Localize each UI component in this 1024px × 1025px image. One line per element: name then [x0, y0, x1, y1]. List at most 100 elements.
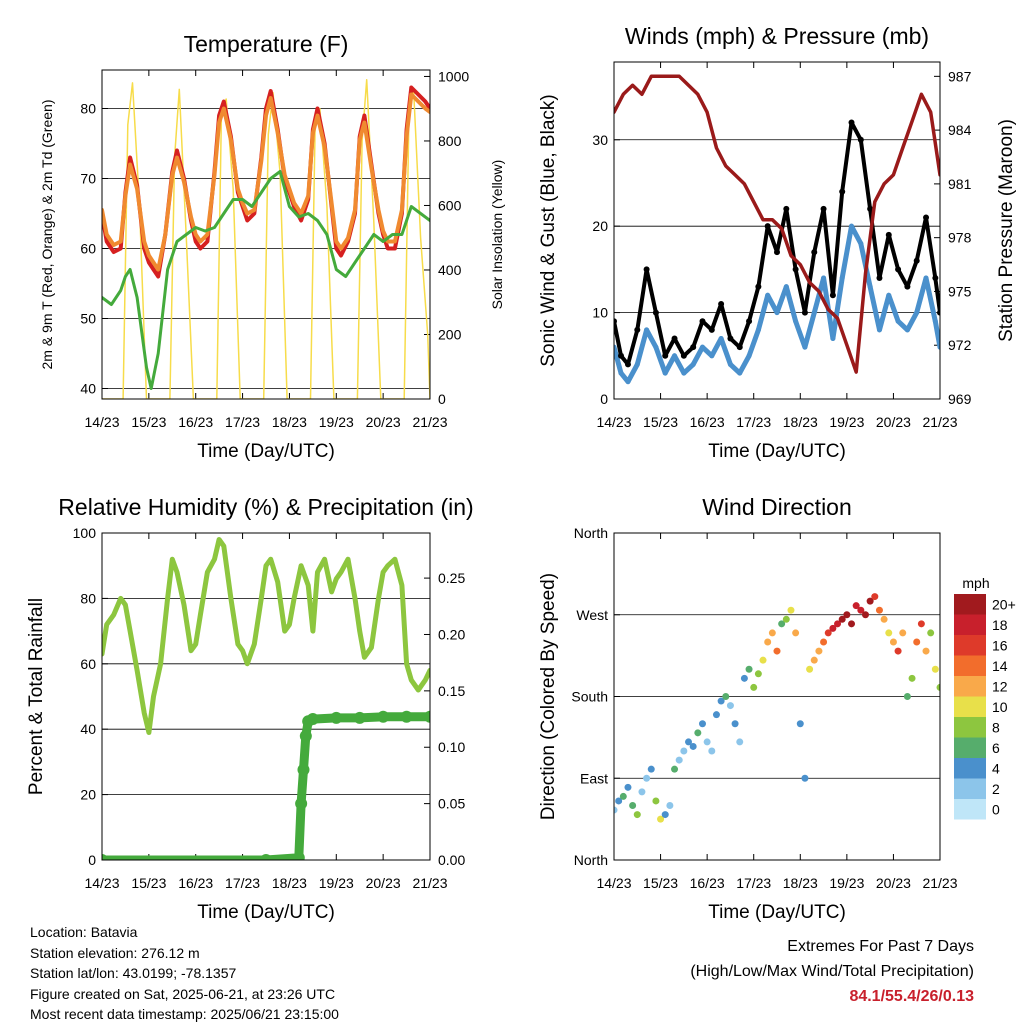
colorbar-swatch	[954, 676, 986, 697]
extremes-values: 84.1/55.4/26/0.13	[849, 988, 974, 1005]
x-tick-label: 19/23	[319, 875, 354, 891]
data-point	[666, 802, 674, 809]
y-tick-label: 20	[592, 218, 608, 234]
y-tick-label: 40	[80, 381, 96, 397]
x-tick-label: 16/23	[690, 875, 725, 891]
data-point	[681, 370, 687, 376]
x-tick-label: 17/23	[736, 414, 771, 430]
y-tick-label: North	[574, 852, 608, 868]
x-tick-label: 19/23	[829, 414, 864, 430]
data-point	[782, 615, 790, 623]
y-tick-label-right: 0.00	[438, 852, 465, 868]
y-tick-label-right: 0.10	[438, 739, 465, 755]
data-point	[829, 292, 836, 299]
y-tick-label: South	[571, 689, 608, 705]
x-axis-label: Time (Day/UTC)	[708, 441, 846, 462]
data-point	[694, 729, 702, 737]
y-tick-label: 20	[80, 787, 96, 803]
x-tick-label: 15/23	[131, 414, 166, 430]
data-point	[894, 647, 902, 655]
data-point	[671, 765, 679, 773]
y-tick-label: 100	[73, 525, 97, 541]
y-tick-label-right: 987	[948, 68, 972, 84]
chart-panel-1: Temperature (F) Time (Day/UTC) 2m & 9m T (…	[39, 31, 505, 462]
data-point	[904, 327, 910, 333]
x-tick-label: 19/23	[319, 414, 354, 430]
x-tick-label: 16/23	[690, 414, 725, 430]
data-point	[330, 711, 343, 724]
y-tick-label-right: 0.20	[438, 626, 465, 642]
extremes-box: Extremes For Past 7 Days (High/Low/Max W…	[690, 934, 974, 1009]
colorbar-label: 10	[992, 699, 1008, 715]
data-point	[614, 344, 617, 350]
chart-panel-4: Wind Direction Time (Day/UTC) Direction (C…	[538, 494, 1016, 923]
x-tick-label: 14/23	[596, 875, 631, 891]
y-axis-label: Percent & Total Rainfall	[26, 598, 47, 795]
x-tick-label: 15/23	[643, 875, 678, 891]
plot-frame	[101, 532, 431, 861]
data-point	[662, 370, 668, 376]
colorbar-swatch	[954, 635, 986, 656]
data-point	[861, 611, 869, 619]
data-point	[614, 806, 618, 814]
chart-panel-3: Relative Humidity (%) & Precipitation (i…	[26, 494, 474, 923]
y-tick-label-right: 0.15	[438, 683, 465, 699]
plot-frame	[613, 61, 941, 400]
x-tick-label: 17/23	[736, 875, 771, 891]
data-point	[617, 352, 624, 359]
y-tick-label-right: 400	[438, 262, 462, 278]
data-point	[295, 797, 308, 810]
y-tick-label-right: 978	[948, 230, 972, 246]
y-tick-label-right: 984	[948, 122, 972, 138]
x-tick-label: 14/23	[596, 414, 631, 430]
x-tick-label: 21/23	[412, 875, 447, 891]
data-point	[297, 763, 310, 776]
series-station-pressure	[614, 74, 940, 374]
data-point	[830, 336, 836, 342]
data-point	[671, 335, 678, 342]
colorbar-swatch	[954, 758, 986, 779]
data-point	[652, 309, 659, 316]
colorbar-swatch	[954, 655, 986, 676]
data-point	[885, 231, 892, 238]
data-point	[885, 629, 893, 637]
data-point	[299, 729, 312, 742]
y-tick-label: 10	[592, 305, 608, 321]
chart-title: Winds (mph) & Pressure (mb)	[625, 23, 929, 49]
data-point	[783, 284, 789, 290]
data-point	[634, 361, 640, 367]
data-point	[759, 656, 767, 664]
y-axis-label-right: Station Pressure (Maroon)	[996, 119, 1017, 342]
colorbar-swatch	[954, 614, 986, 635]
data-point	[629, 802, 637, 809]
series-total-rainfall	[102, 712, 430, 860]
data-point	[806, 665, 814, 673]
data-point	[792, 266, 799, 273]
x-tick-label: 21/23	[412, 414, 447, 430]
data-point	[661, 811, 669, 819]
x-tick-label: 14/23	[84, 414, 119, 430]
data-point	[736, 344, 743, 351]
x-tick-label: 20/23	[876, 414, 911, 430]
data-point	[796, 720, 804, 728]
data-point	[937, 344, 940, 350]
x-tick-label: 19/23	[829, 875, 864, 891]
x-tick-label: 20/23	[366, 875, 401, 891]
data-point	[913, 257, 920, 264]
y-tick-label-right: 200	[438, 326, 462, 342]
station-elevation: Station elevation: 276.12 m	[30, 944, 200, 961]
x-tick-label: 15/23	[643, 414, 678, 430]
data-point	[904, 283, 911, 290]
data-point	[778, 620, 786, 628]
data-point	[811, 310, 817, 316]
data-point	[848, 119, 855, 126]
data-point	[774, 249, 780, 256]
data-point	[857, 606, 865, 614]
data-point	[792, 629, 800, 637]
data-point	[908, 674, 916, 682]
x-tick-label: 18/23	[783, 875, 818, 891]
y-tick-label-right: 0.05	[438, 796, 465, 812]
plot-frame	[613, 532, 941, 861]
data-point	[690, 344, 697, 351]
